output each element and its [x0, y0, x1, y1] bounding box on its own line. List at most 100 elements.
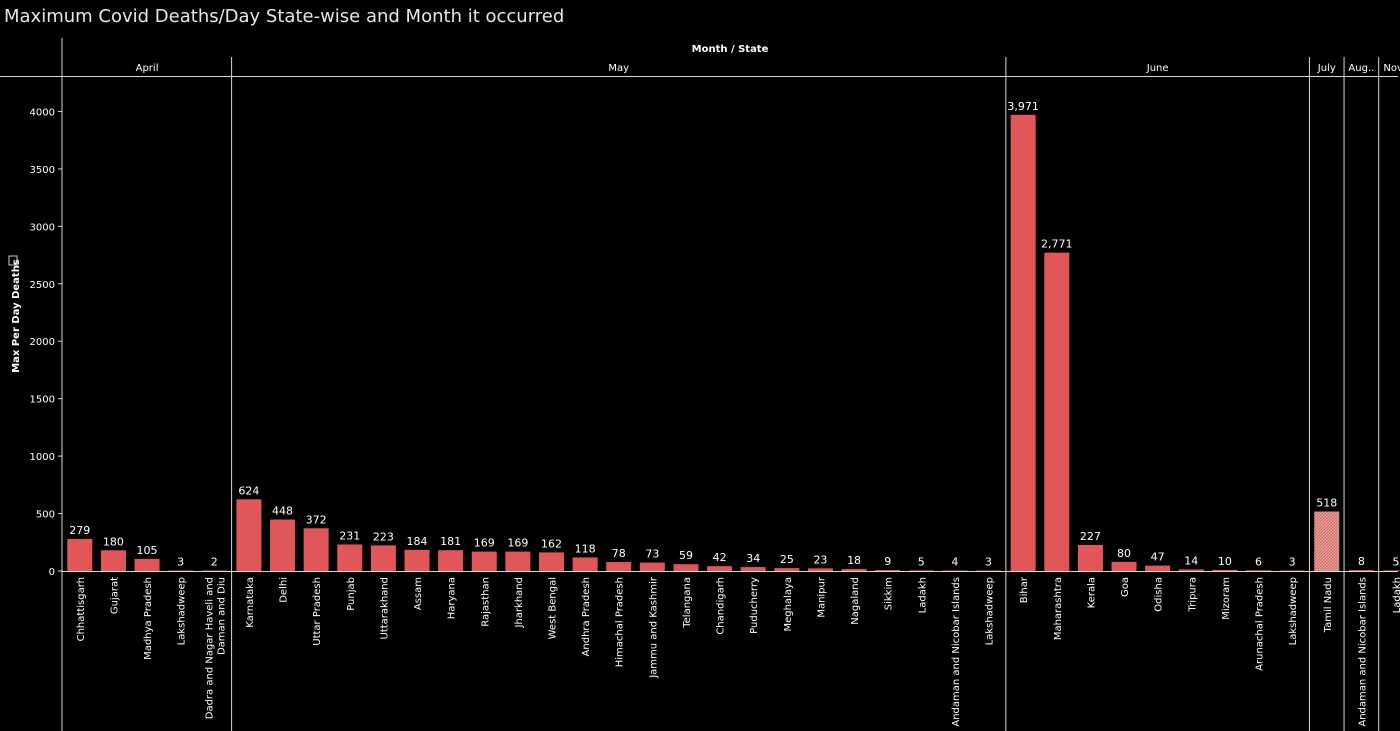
bar	[438, 550, 464, 571]
bar	[639, 562, 665, 571]
state-label: Telangana	[682, 577, 693, 629]
y-tick-label: 4000	[30, 107, 55, 118]
data-label: 25	[780, 553, 794, 566]
bar	[976, 570, 1002, 571]
data-label: 34	[746, 552, 760, 565]
data-label: 4	[951, 556, 958, 569]
state-label: Chhattisgarh	[76, 577, 87, 641]
state-label: Odisha	[1154, 577, 1165, 612]
state-label: Arunachal Pradesh	[1255, 577, 1266, 671]
bar	[538, 552, 564, 571]
chart-title: Maximum Covid Deaths/Day State-wise and …	[4, 6, 565, 27]
data-label: 105	[137, 544, 158, 557]
y-tick-label: 3000	[30, 222, 55, 233]
bar	[67, 538, 93, 571]
y-tick-label: 0	[49, 567, 55, 578]
month-headers: Month / State April May June July Aug.. Nov..	[136, 44, 1400, 74]
data-label: 231	[339, 529, 360, 542]
state-label: Gujarat	[109, 577, 120, 614]
state-label: Ladakh	[1392, 577, 1400, 613]
state-label: Andaman and Nicobar Islands	[1357, 577, 1368, 727]
state-label: Tripura	[1187, 577, 1198, 612]
state-label: Manipur	[816, 576, 827, 618]
state-label: Punjab	[346, 577, 357, 611]
bar	[774, 568, 800, 571]
data-label: 2,771	[1041, 238, 1073, 251]
bar	[740, 567, 766, 571]
data-label: 223	[373, 530, 394, 543]
data-label: 10	[1218, 555, 1232, 568]
bar	[236, 499, 262, 571]
data-label: 624	[238, 484, 259, 497]
state-label: Lakshadweep	[985, 577, 996, 645]
bar	[1077, 544, 1103, 571]
bar	[168, 570, 194, 571]
data-label: 73	[645, 548, 659, 561]
bar	[1348, 570, 1374, 571]
bar	[505, 551, 531, 571]
state-label: Meghalaya	[783, 577, 794, 632]
data-label: 42	[713, 551, 727, 564]
state-label: Daman and Diu	[216, 577, 227, 655]
data-label: 2	[211, 556, 218, 569]
data-label: 47	[1151, 551, 1165, 564]
data-label: 162	[541, 537, 562, 550]
y-tick-label: 500	[36, 510, 55, 521]
y-tick-label: 2500	[30, 280, 55, 291]
bar	[1111, 561, 1137, 571]
state-label: Mizoram	[1221, 577, 1232, 620]
state-label: Chandigarh	[716, 577, 727, 635]
state-label: Lakshadweep	[177, 577, 188, 645]
bar	[270, 519, 296, 571]
data-label: 279	[69, 524, 90, 537]
state-label: Karnataka	[245, 577, 256, 628]
data-label: 227	[1080, 530, 1101, 543]
data-label: 6	[1255, 555, 1262, 568]
bar	[673, 564, 699, 571]
data-label: 372	[306, 513, 327, 526]
state-label: Jharkhand	[514, 577, 525, 628]
bar	[1044, 252, 1070, 571]
state-label: Sikkim	[884, 577, 895, 610]
state-label: Tamil Nadu	[1323, 577, 1334, 633]
y-tick-label: 1500	[30, 395, 55, 406]
state-label: Rajasthan	[480, 577, 491, 627]
state-label: Assam	[413, 577, 424, 610]
state-label: Ladakh	[917, 577, 928, 613]
sort-icon	[8, 255, 18, 266]
bar	[370, 545, 396, 571]
column-header: Month / State	[692, 44, 769, 55]
data-label: 78	[612, 547, 626, 560]
data-label: 3	[1289, 556, 1296, 569]
state-label: Andhra Pradesh	[581, 577, 592, 656]
bar	[100, 550, 126, 571]
data-label: 448	[272, 505, 293, 518]
data-label: 5	[1392, 555, 1399, 568]
state-label: Delhi	[279, 577, 290, 603]
state-label: Himachal Pradesh	[615, 577, 626, 667]
data-label: 181	[440, 535, 461, 548]
data-label: 518	[1316, 496, 1337, 509]
month-header: Aug..	[1348, 63, 1374, 74]
bar	[1246, 570, 1272, 571]
bar	[1212, 569, 1238, 571]
data-label: 184	[407, 535, 428, 548]
state-label: Goa	[1120, 577, 1131, 597]
state-label: Haryana	[447, 577, 458, 619]
bar	[1279, 570, 1305, 571]
data-label: 169	[507, 537, 528, 550]
state-label: Puducherry	[749, 577, 760, 634]
month-header: July	[1317, 63, 1336, 74]
data-label: 5	[918, 555, 925, 568]
data-label: 3	[985, 556, 992, 569]
data-label: 169	[474, 537, 495, 550]
bar	[1383, 570, 1400, 571]
state-labels: Chhattisgarh Gujarat Madhya Pradesh Lakshad…	[76, 576, 1400, 727]
data-label: 3	[177, 556, 184, 569]
bar	[875, 569, 901, 571]
bar	[1010, 114, 1036, 571]
bar	[303, 528, 329, 571]
state-label: Uttarakhand	[379, 577, 390, 639]
bar	[807, 568, 833, 571]
